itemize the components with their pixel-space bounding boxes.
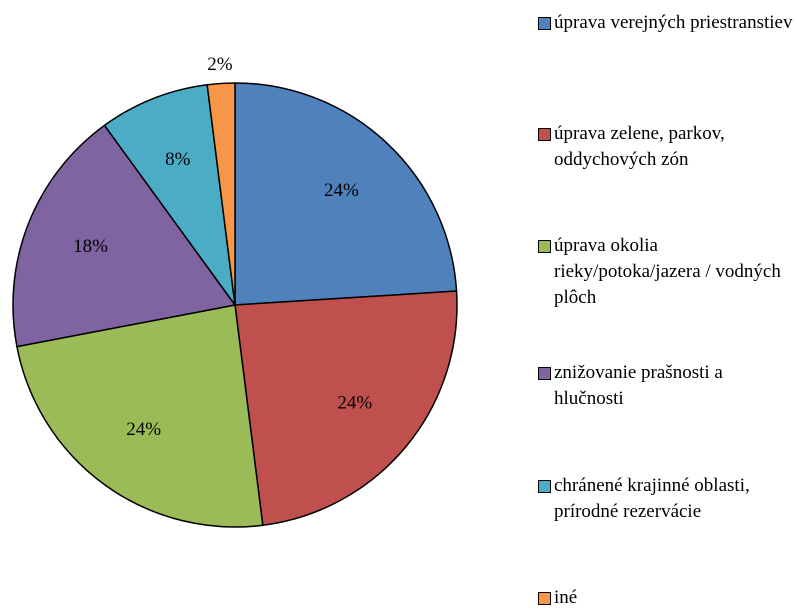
legend-swatch xyxy=(538,592,551,605)
legend-entry: úprava verejných priestranstiev xyxy=(538,10,793,36)
legend-entry: úprava okolia rieky/potoka/jazera / vodn… xyxy=(538,233,793,311)
legend-label: úprava zelene, parkov, oddychových zón xyxy=(554,123,725,170)
pie-slice xyxy=(206,82,236,306)
pie-slice xyxy=(234,82,458,306)
pie-slice xyxy=(16,304,264,528)
data-label: 18% xyxy=(73,236,108,257)
legend-label: úprava okolia rieky/potoka/jazera / vodn… xyxy=(554,235,781,308)
legend-label: znižovanie prašnosti a hlučnosti xyxy=(554,362,723,409)
legend-swatch xyxy=(538,240,551,253)
legend-swatch xyxy=(538,17,551,30)
legend-label: úprava verejných priestranstiev xyxy=(554,12,793,33)
data-label: 8% xyxy=(165,149,191,170)
legend-entry: chránené krajinné oblasti, prírodné reze… xyxy=(538,473,793,525)
pie-slice xyxy=(103,83,236,306)
legend-entry: iné xyxy=(538,585,793,610)
legend-swatch xyxy=(538,367,551,380)
legend-swatch xyxy=(538,128,551,141)
legend-label: chránené krajinné oblasti, prírodné reze… xyxy=(554,475,750,522)
pie-slice xyxy=(12,124,237,348)
data-label: 24% xyxy=(324,180,359,201)
legend-swatch xyxy=(538,480,551,493)
data-label: 24% xyxy=(337,392,372,413)
data-label: 2% xyxy=(207,54,233,75)
legend-label: iné xyxy=(554,587,578,608)
pie-slice xyxy=(234,290,458,527)
legend-entry: úprava zelene, parkov, oddychových zón xyxy=(538,121,793,173)
legend-entry: znižovanie prašnosti a hlučnosti xyxy=(538,360,793,412)
data-label: 24% xyxy=(126,419,161,440)
